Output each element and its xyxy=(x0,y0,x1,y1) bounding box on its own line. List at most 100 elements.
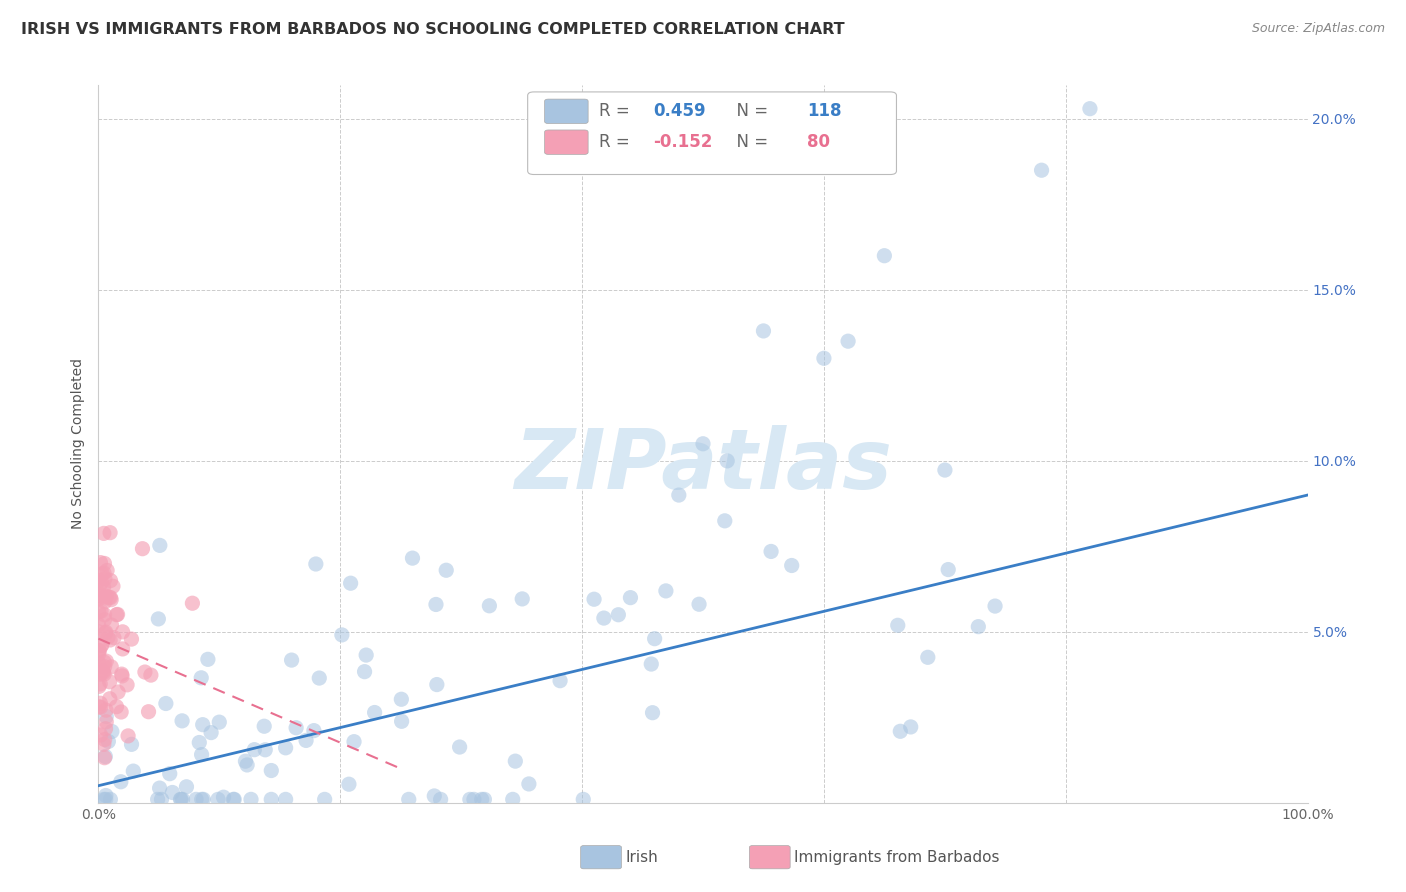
Point xyxy=(207,792,229,806)
Point xyxy=(96,714,118,729)
Text: 80: 80 xyxy=(807,133,830,151)
Point xyxy=(260,792,283,806)
Point xyxy=(889,724,911,739)
Point xyxy=(150,792,173,806)
Point xyxy=(93,607,115,622)
Point xyxy=(100,591,122,605)
Point xyxy=(302,723,325,738)
Point xyxy=(505,754,527,768)
Point xyxy=(90,590,112,604)
Point xyxy=(655,583,678,598)
Point xyxy=(363,706,385,720)
Point xyxy=(90,700,112,714)
Point xyxy=(337,777,360,791)
Point xyxy=(688,597,710,611)
Point xyxy=(111,642,134,657)
Point xyxy=(224,792,246,806)
Point xyxy=(184,792,207,806)
Point xyxy=(101,579,124,593)
Point xyxy=(389,692,412,706)
Point xyxy=(91,664,114,678)
Point xyxy=(752,324,775,338)
Point xyxy=(176,780,198,794)
Point xyxy=(122,764,145,778)
Point xyxy=(197,652,219,666)
Point xyxy=(502,792,524,806)
Point xyxy=(87,699,110,714)
Point xyxy=(87,574,110,588)
Point xyxy=(97,734,120,748)
Point xyxy=(434,563,457,577)
Point xyxy=(107,685,129,699)
Point xyxy=(692,436,714,450)
Point xyxy=(105,699,128,714)
Point xyxy=(162,785,184,799)
Point xyxy=(94,703,117,717)
Point xyxy=(190,671,212,685)
Point xyxy=(354,648,377,662)
Point xyxy=(90,588,112,602)
Point xyxy=(429,792,451,806)
Y-axis label: No Schooling Completed: No Schooling Completed xyxy=(70,359,84,529)
Point xyxy=(243,742,266,756)
FancyBboxPatch shape xyxy=(544,99,588,123)
Point xyxy=(339,576,361,591)
Point xyxy=(668,488,690,502)
Point xyxy=(93,750,115,764)
Point xyxy=(548,673,571,688)
Point xyxy=(900,720,922,734)
Point xyxy=(100,660,122,674)
Point xyxy=(170,792,193,806)
Point xyxy=(90,604,112,618)
Point xyxy=(100,792,122,806)
Point xyxy=(191,717,214,731)
Point xyxy=(398,792,420,806)
Point xyxy=(208,715,231,730)
Point xyxy=(115,678,138,692)
Point xyxy=(148,612,170,626)
Text: Immigrants from Barbados: Immigrants from Barbados xyxy=(794,850,1000,864)
Point xyxy=(274,740,297,755)
Point xyxy=(93,655,115,669)
Point xyxy=(139,668,162,682)
Point xyxy=(101,724,124,739)
Point xyxy=(330,628,353,642)
Point xyxy=(759,544,782,558)
Point xyxy=(619,591,641,605)
Point xyxy=(87,581,110,595)
Point xyxy=(87,591,110,606)
Point xyxy=(93,557,115,571)
Point xyxy=(89,643,111,657)
Text: Irish: Irish xyxy=(626,850,658,864)
Point xyxy=(96,709,118,723)
Point xyxy=(94,789,117,803)
Point xyxy=(111,667,134,681)
Point xyxy=(90,575,112,590)
Point xyxy=(471,792,494,806)
Point xyxy=(93,566,115,580)
Point xyxy=(280,653,302,667)
Point xyxy=(94,749,117,764)
Point xyxy=(222,792,245,806)
Point xyxy=(181,596,204,610)
Text: -0.152: -0.152 xyxy=(654,133,713,151)
Point xyxy=(94,572,117,586)
Point xyxy=(936,563,959,577)
Point xyxy=(100,618,122,632)
Point xyxy=(449,739,471,754)
Point xyxy=(474,792,496,806)
Point xyxy=(87,647,110,661)
Point xyxy=(478,599,501,613)
Point xyxy=(94,626,117,640)
Point xyxy=(423,789,446,803)
Point xyxy=(314,792,336,806)
Text: 0.459: 0.459 xyxy=(654,103,706,120)
Point xyxy=(391,714,413,729)
Point xyxy=(813,351,835,366)
Point xyxy=(583,592,606,607)
Point xyxy=(463,792,485,806)
Point xyxy=(235,754,257,768)
Point xyxy=(295,733,318,747)
Point xyxy=(146,792,169,806)
Point xyxy=(260,764,283,778)
